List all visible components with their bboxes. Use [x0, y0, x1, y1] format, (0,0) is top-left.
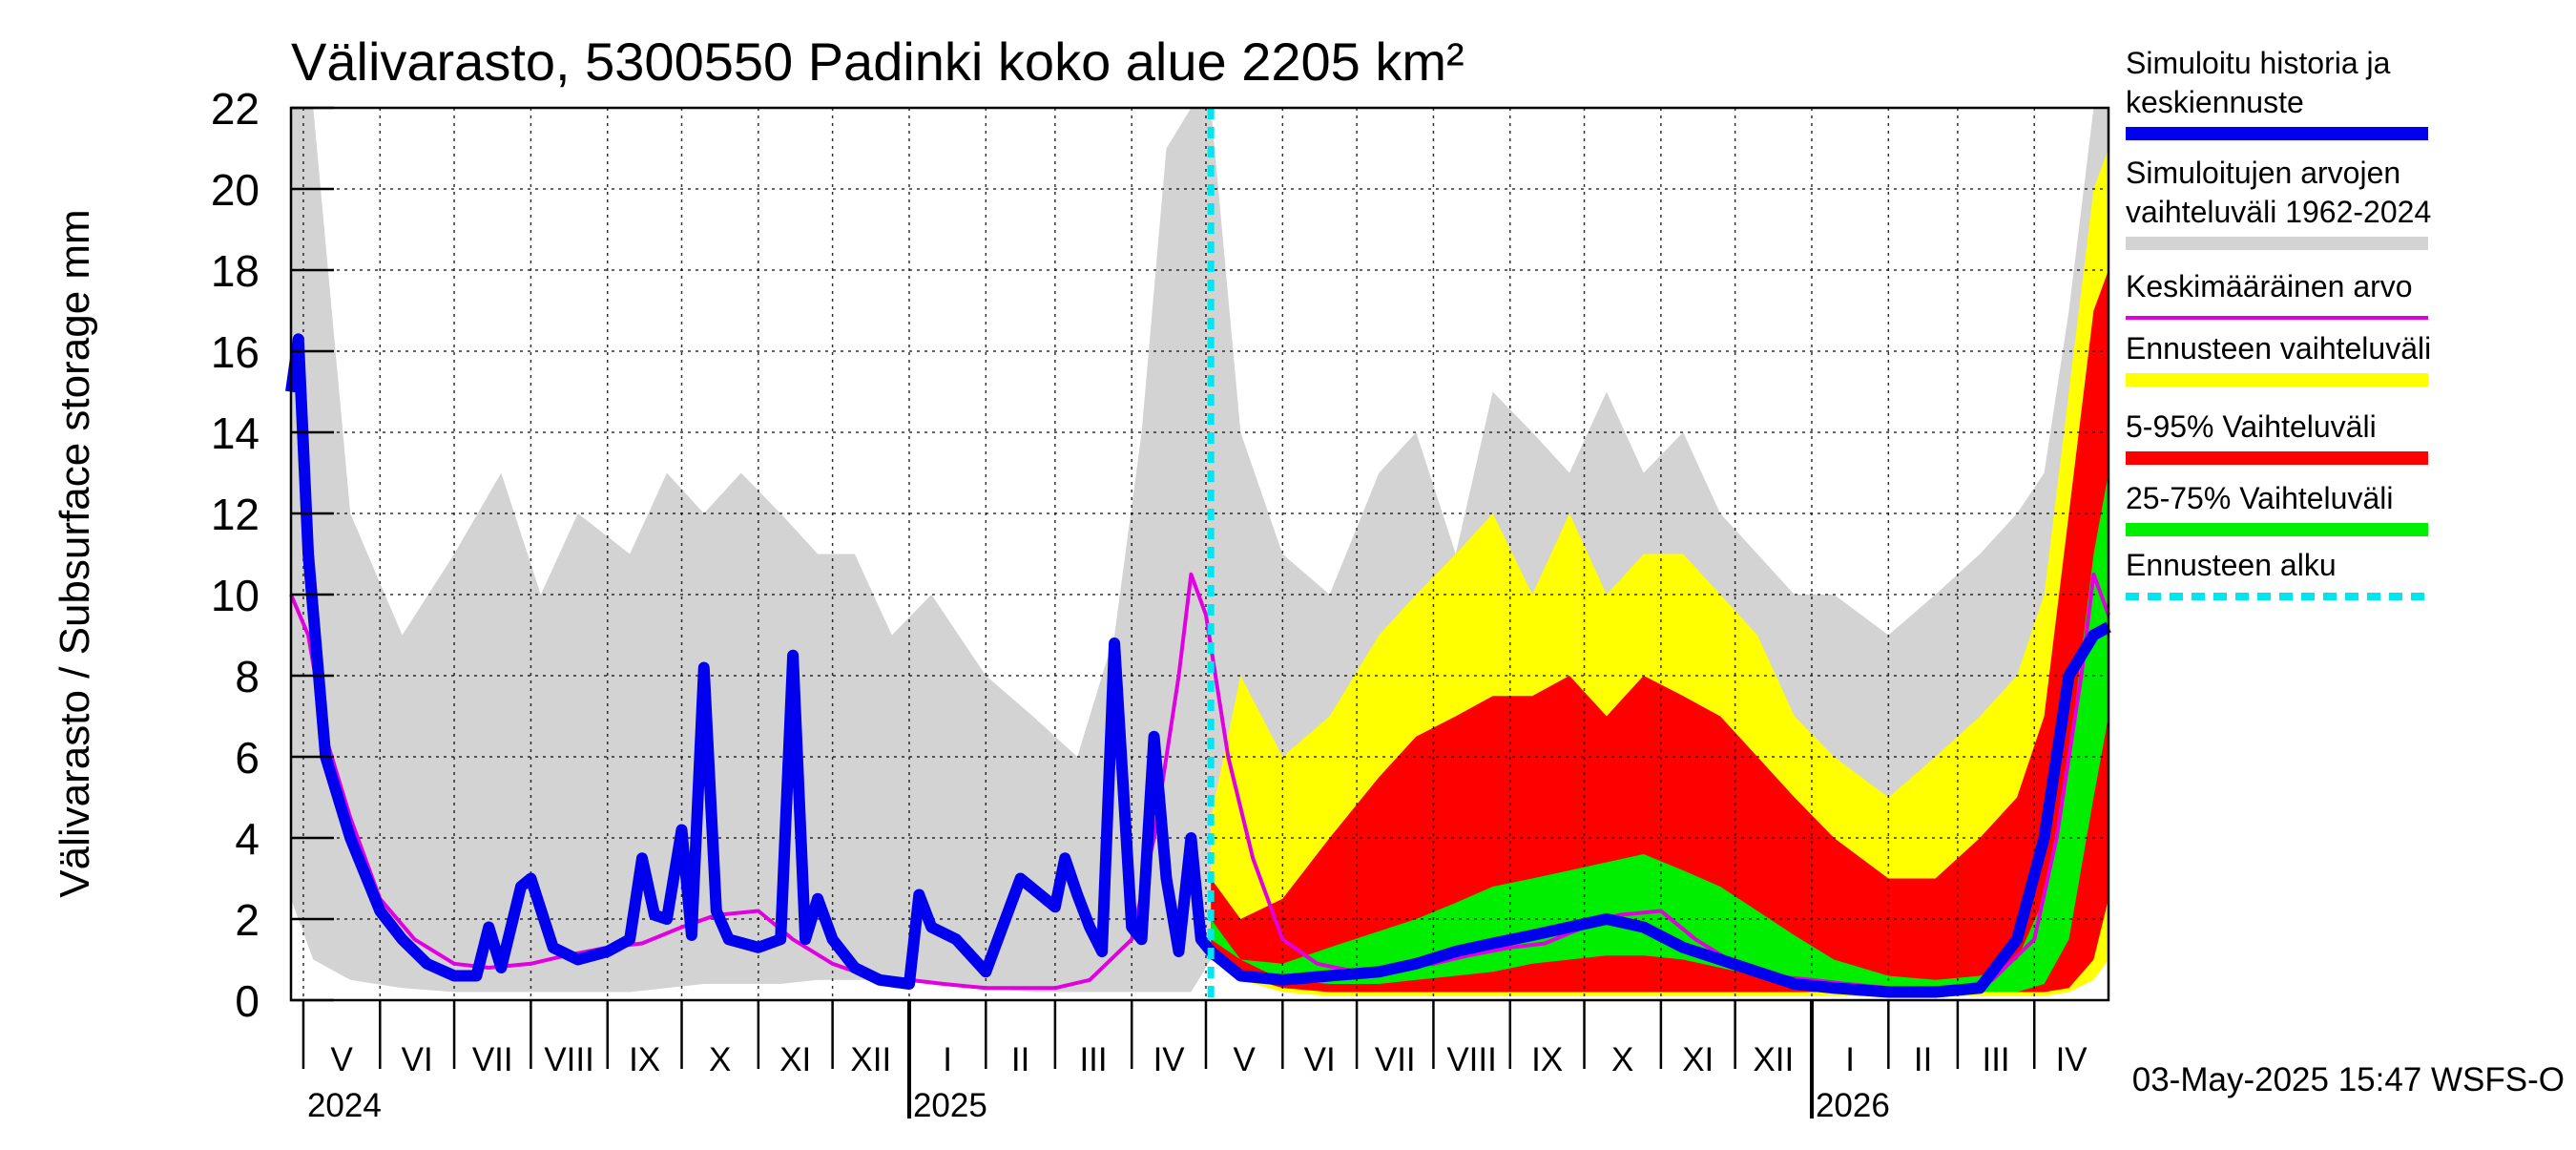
y-tick-label: 8	[235, 652, 260, 701]
y-tick-label: 20	[211, 165, 260, 215]
y-tick-label: 6	[235, 733, 260, 783]
y-tick-label: 12	[211, 490, 260, 539]
month-label: III	[1982, 1041, 2009, 1078]
y-tick-label: 14	[211, 408, 260, 458]
x-axis: V VI VII VIII IX X XI XII I II III IV V VI VII VIII IX X X…	[301, 1000, 2088, 1124]
legend-label-0: Simuloitu historia ja keskiennuste	[2126, 46, 2391, 119]
month-label: VII	[472, 1041, 513, 1078]
month-label: II	[1011, 1041, 1029, 1078]
band-5-95	[1211, 270, 2109, 993]
month-label: V	[330, 1041, 353, 1078]
month-label: XI	[1682, 1041, 1714, 1078]
legend-label-2: Keskimääräinen arvo	[2126, 269, 2413, 303]
legend-label-4: 5-95% Vaihteluväli	[2126, 409, 2377, 444]
y-axis-label: Välivarasto / Subsurface storage mm	[52, 209, 98, 897]
year-label: 2025	[913, 1087, 987, 1124]
y-tick-label: 22	[211, 84, 260, 134]
month-label: VII	[1375, 1041, 1416, 1078]
month-label: IV	[1153, 1041, 1186, 1078]
plot-area	[285, 106, 2111, 1002]
month-label: I	[1845, 1041, 1855, 1078]
month-label: IX	[629, 1041, 660, 1078]
month-label: II	[1914, 1041, 1932, 1078]
year-label: 2024	[307, 1087, 382, 1124]
y-tick-label: 18	[211, 246, 260, 296]
band-25-75	[1211, 472, 2109, 993]
month-label: XI	[779, 1041, 811, 1078]
month-label: VI	[402, 1041, 433, 1078]
month-label: I	[943, 1041, 952, 1078]
y-tick-label: 10	[211, 571, 260, 620]
month-label: XII	[850, 1041, 891, 1078]
month-label: X	[709, 1041, 731, 1078]
y-tick-label: 16	[211, 327, 260, 377]
month-label: V	[1233, 1041, 1256, 1078]
legend-label-5: 25-75% Vaihteluväli	[2126, 481, 2393, 515]
month-label: VIII	[544, 1041, 594, 1078]
chart-title: Välivarasto, 5300550 Padinki koko alue 2…	[291, 31, 1465, 92]
month-label: III	[1079, 1041, 1107, 1078]
plot-frame	[289, 106, 2110, 1002]
month-label: IV	[2056, 1041, 2088, 1078]
legend-label-3: Ennusteen vaihteluväli	[2126, 331, 2431, 366]
legend-label-1: Simuloitujen arvojen vaihteluväli 1962-20…	[2126, 156, 2431, 229]
month-label: X	[1611, 1041, 1633, 1078]
month-label: XII	[1753, 1041, 1794, 1078]
legend: Simuloitu historia ja keskiennuste Simuloi…	[2126, 46, 2431, 600]
simulated-history-line	[285, 333, 2111, 998]
month-label: VIII	[1446, 1041, 1497, 1078]
year-label: 2026	[1816, 1087, 1890, 1124]
y-tick-label: 4	[235, 814, 260, 864]
y-tick-label: 2	[235, 895, 260, 945]
y-axis: 0 2 4 6 8 10 12 14 16 18 20 22	[211, 84, 334, 1026]
legend-label-6: Ennusteen alku	[2126, 548, 2337, 582]
month-label: VI	[1304, 1041, 1336, 1078]
month-label: IX	[1531, 1041, 1563, 1078]
footer-timestamp: 03-May-2025 15:47 WSFS-O	[2132, 1061, 2565, 1098]
y-tick-label: 0	[235, 976, 260, 1026]
